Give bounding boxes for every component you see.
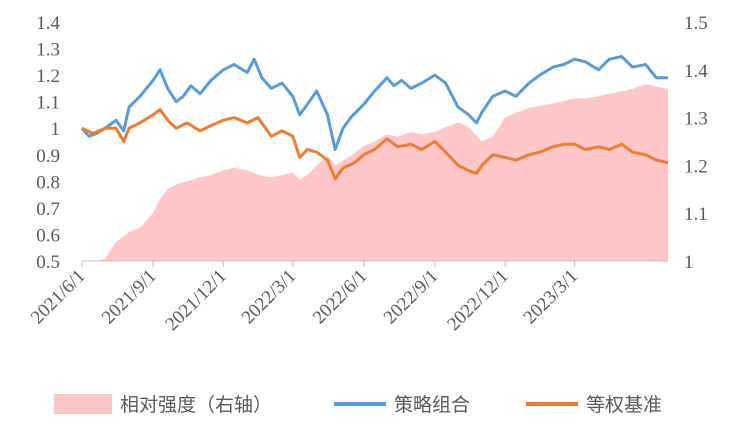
y-right-tick-label: 1.2	[684, 156, 708, 177]
series-line-benchmark	[81, 108, 669, 181]
series-line-strategy	[80, 55, 668, 151]
y-right-tick-label: 1.1	[684, 204, 708, 225]
y-left-tick-label: 0.9	[36, 146, 60, 167]
x-tick-label: 2021/9/1	[98, 266, 161, 329]
y-right-tick-label: 1.4	[684, 61, 708, 82]
legend-item-策略组合: 策略组合	[334, 394, 470, 416]
y-left-tick-label: 0.5	[36, 252, 60, 273]
legend: 相对强度（右轴） 策略组合 等权基准	[54, 394, 662, 416]
y-left-tick-label: 1.3	[36, 40, 60, 61]
legend-label: 等权基准	[586, 394, 662, 416]
y-right-tick-label: 1.5	[684, 13, 708, 34]
x-tick-label: 2022/6/1	[309, 266, 372, 329]
legend-item-相对强度右轴: 相对强度（右轴）	[54, 394, 272, 416]
y-right-tick-labels: 1 1.1 1.2 1.3 1.4 1.5	[684, 13, 708, 273]
x-tick-label: 2023/3/1	[519, 266, 582, 329]
y-left-tick-label: 1.1	[36, 93, 60, 114]
x-tick-label: 2021/6/1	[27, 266, 90, 329]
y-left-tick-label: 0.8	[36, 172, 60, 193]
y-left-tick-label: 0.6	[36, 225, 60, 246]
line-layer	[80, 55, 669, 181]
y-left-tick-label: 1.2	[36, 66, 60, 87]
y-left-tick-label: 1.4	[36, 13, 60, 34]
y-right-tick-label: 1	[684, 252, 694, 273]
series-area-relative-strength	[82, 84, 668, 261]
y-right-tick-label: 1.3	[684, 109, 708, 130]
y-left-tick-labels: 0.5 0.6 0.7 0.8 0.9 1 1.1 1.2 1.3 1.4	[36, 13, 60, 273]
area-layer	[82, 84, 668, 261]
x-tick-label: 2022/9/1	[380, 266, 443, 329]
x-tick-labels: 2021/6/1 2021/9/1 2021/12/1 2022/3/1 2022/6/…	[27, 261, 582, 335]
legend-item-等权基准: 等权基准	[526, 394, 662, 416]
x-tick-label: 2022/3/1	[238, 266, 301, 329]
y-left-tick-label: 0.7	[36, 199, 60, 220]
legend-swatch	[54, 394, 112, 414]
y-left-tick-label: 1	[51, 119, 61, 140]
legend-label: 策略组合	[394, 394, 470, 416]
legend-label: 相对强度（右轴）	[120, 394, 272, 416]
x-tick-label: 2021/12/1	[161, 266, 230, 335]
x-tick-label: 2022/12/1	[443, 266, 512, 335]
